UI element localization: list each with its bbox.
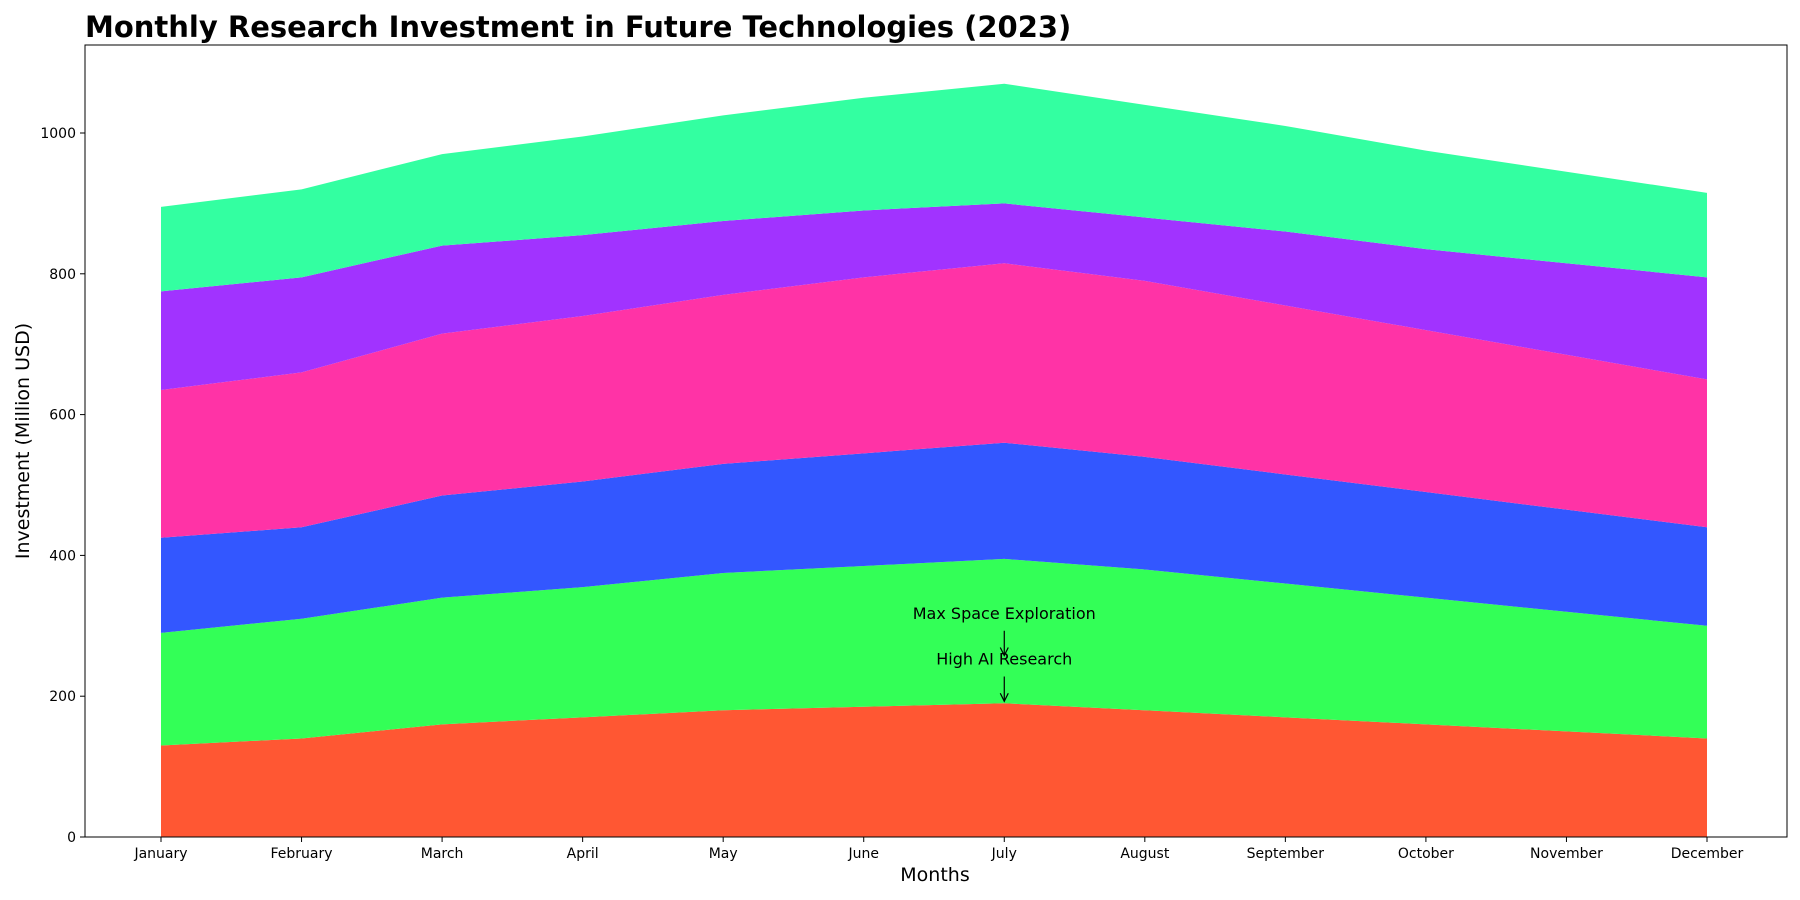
x-tick-label: October (1398, 846, 1454, 862)
x-tick-label: September (1247, 846, 1325, 862)
chart-title: Monthly Research Investment in Future Te… (85, 10, 1071, 44)
x-tick-label: March (421, 846, 464, 862)
x-tick-label: December (1671, 846, 1744, 862)
x-axis-ticks: January February March April May June July Augu… (133, 837, 1744, 862)
area-series-1 (161, 703, 1707, 837)
y-tick-label: 800 (49, 267, 76, 283)
annotation-text: High AI Research (936, 650, 1072, 669)
annotations: High AI Research Max Space Exploration (913, 604, 1096, 703)
y-axis-label: Investment (Million USD) (12, 323, 34, 559)
x-tick-label: November (1530, 846, 1603, 862)
plot-frame (84, 44, 1788, 838)
y-tick-label: 0 (67, 830, 76, 846)
area-series-5 (161, 203, 1707, 390)
area-series-4 (161, 263, 1707, 538)
x-axis-label: Months (900, 864, 969, 886)
y-tick-label: 400 (49, 548, 76, 564)
area-series-6 (161, 83, 1707, 292)
y-tick-label: 600 (49, 408, 76, 424)
y-axis-ticks: 0 200 400 600 800 1000 (40, 126, 85, 846)
annotation-arrowhead (999, 692, 1009, 703)
y-tick-label: 200 (49, 689, 76, 705)
annotation-text: Max Space Exploration (913, 604, 1096, 623)
x-tick-label: February (271, 846, 333, 862)
annotation-arrowhead (999, 647, 1009, 657)
x-tick-label: August (1120, 846, 1170, 862)
x-tick-label: April (567, 846, 599, 862)
y-tick-label: 1000 (40, 126, 76, 142)
stacked-areas (161, 83, 1707, 837)
x-tick-label: May (709, 846, 738, 862)
x-tick-label: July (991, 846, 1017, 862)
x-tick-label: January (133, 846, 187, 862)
area-series-3 (161, 442, 1707, 633)
x-tick-label: June (847, 846, 879, 862)
area-series-2 (161, 558, 1707, 746)
